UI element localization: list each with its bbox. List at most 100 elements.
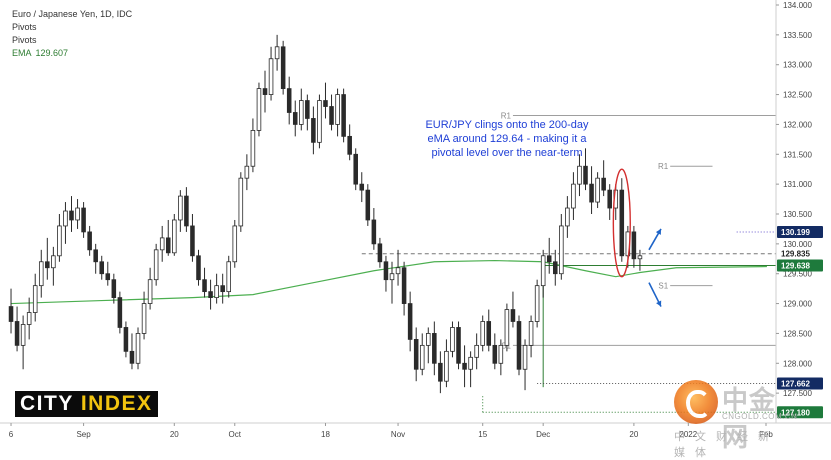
candle-body xyxy=(317,100,322,143)
candle-body xyxy=(190,225,195,257)
candle-body xyxy=(63,210,68,227)
candle-up xyxy=(395,249,401,286)
candle-body xyxy=(553,261,558,275)
price-tag: 127.662 xyxy=(777,377,823,390)
highlight-ellipse xyxy=(612,168,631,278)
candle-down xyxy=(69,196,74,232)
x-tick-label: Nov xyxy=(391,430,405,439)
reference-lines: R1 S1 R1 S1 xyxy=(361,111,776,413)
y-tick-label: 132.000 xyxy=(783,120,812,129)
candle-down xyxy=(456,321,461,370)
annotation-line-1: EUR/JPY clings onto the 200-day xyxy=(425,119,589,131)
candle-body xyxy=(462,362,467,370)
watermark-tagline: 中文财经新媒体 xyxy=(674,430,779,459)
candle-body xyxy=(583,165,588,185)
candle-body xyxy=(299,100,304,125)
candle-body xyxy=(32,285,38,313)
candle-body xyxy=(129,350,135,364)
ema-layer xyxy=(11,259,767,305)
candle-up xyxy=(135,327,141,370)
candle-body xyxy=(147,279,153,304)
candle-down xyxy=(105,261,111,286)
x-tick-label: Oct xyxy=(229,430,242,439)
candle-down xyxy=(93,243,98,274)
candle-down xyxy=(329,94,334,131)
cngold-logo-icon xyxy=(674,380,718,424)
candle-body xyxy=(165,237,171,254)
candle-body xyxy=(99,261,105,275)
candle-body xyxy=(20,324,26,346)
candle-body xyxy=(274,46,280,60)
candle-down xyxy=(184,187,189,232)
candle-up xyxy=(75,199,80,229)
candle-up xyxy=(426,327,431,364)
candle-body xyxy=(45,261,50,269)
candle-body xyxy=(51,255,56,269)
candle-body xyxy=(38,261,44,287)
candle-body xyxy=(492,344,498,364)
price-tag: 130.199 xyxy=(777,225,823,238)
candle-body xyxy=(450,327,455,352)
legend-symbol[interactable]: Euro / Japanese Yen, 1D, IDC xyxy=(12,9,133,19)
candle-body xyxy=(196,255,201,281)
candle-body xyxy=(522,344,528,370)
legend-pivots-2[interactable]: Pivots xyxy=(12,35,37,45)
watermark-site: CNGOLD.COM.CN xyxy=(722,412,798,421)
candle-up xyxy=(147,267,153,310)
legend-pivots-1[interactable]: Pivots xyxy=(12,22,37,32)
candle-body xyxy=(565,207,570,227)
candle-body xyxy=(280,46,286,89)
candle-body xyxy=(111,279,117,298)
candle-body xyxy=(141,303,147,334)
y-tick-label: 128.000 xyxy=(783,359,812,368)
legend-ema[interactable]: EMA 129.607 xyxy=(12,47,132,60)
x-tick-label: Feb xyxy=(759,430,773,439)
candle-body xyxy=(238,177,244,227)
y-tick-label: 130.500 xyxy=(783,210,812,219)
candle-down xyxy=(262,70,268,113)
candle-down xyxy=(190,214,195,262)
candle-body xyxy=(426,333,431,346)
candle-down xyxy=(631,225,637,268)
candle-up xyxy=(474,333,479,370)
candle-body xyxy=(359,183,365,191)
candle-body xyxy=(214,285,219,298)
candle-up xyxy=(274,34,280,71)
cngold-watermark: 中金网 CNGOLD.COM.CN 中文财经新媒体 xyxy=(674,378,798,459)
candle-up xyxy=(577,154,582,197)
candle-body xyxy=(371,219,377,245)
candle-down xyxy=(286,76,292,125)
candle-down xyxy=(365,184,371,226)
candle-body xyxy=(26,312,32,325)
annotation-line-3: pivotal level over the near-term xyxy=(431,147,583,159)
x-tick-label: 15 xyxy=(478,430,487,439)
candle-body xyxy=(117,297,123,328)
candle-body xyxy=(220,285,225,293)
y-tick-label: 130.000 xyxy=(783,240,812,249)
candle-up xyxy=(38,249,44,298)
candle-up xyxy=(450,321,455,358)
ema-line xyxy=(11,259,767,305)
candle-up xyxy=(20,315,26,370)
candle-down xyxy=(347,124,352,161)
candle-body xyxy=(256,88,262,131)
candle-body xyxy=(153,249,159,281)
candle-up xyxy=(637,249,643,271)
y-tick-label: 128.500 xyxy=(783,329,812,338)
candle-down xyxy=(486,309,492,352)
y-tick-label: 127.500 xyxy=(783,389,812,398)
candle-body xyxy=(184,195,189,227)
x-axis: 6 Sep 20 Oct 18 Nov 15 Dec 20 2022 Feb xyxy=(0,422,831,439)
candle-up xyxy=(534,279,540,328)
candle-body xyxy=(601,177,606,191)
candle-body xyxy=(534,285,540,322)
candle-body xyxy=(383,261,389,281)
price-tag: 127.180 xyxy=(777,406,823,419)
candle-body xyxy=(637,255,643,260)
candle-body xyxy=(480,321,485,346)
candle-up xyxy=(268,46,274,101)
annotation-line-2: eMA around 129.64 - making it a xyxy=(427,133,587,145)
y-tick-label: 133.000 xyxy=(783,61,812,70)
candle-body xyxy=(268,58,274,95)
candle-body xyxy=(93,249,98,263)
